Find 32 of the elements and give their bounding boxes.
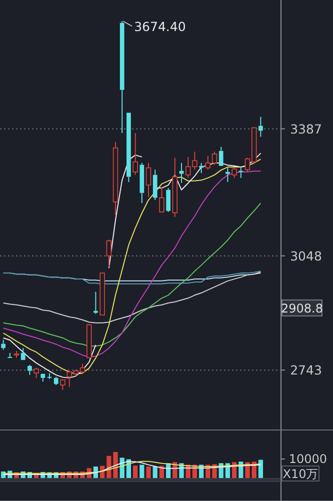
y-tick-label: 3048 bbox=[290, 248, 322, 264]
bar bbox=[140, 464, 144, 478]
bar bbox=[113, 452, 118, 478]
candlestick bbox=[112, 141, 118, 216]
candlestick bbox=[106, 239, 112, 268]
line-series bbox=[2, 202, 262, 347]
candlestick bbox=[28, 364, 32, 376]
candlestick bbox=[172, 157, 178, 218]
candlestick bbox=[199, 162, 204, 174]
candlestick bbox=[54, 376, 58, 386]
candlestick bbox=[226, 167, 230, 183]
candlestick bbox=[146, 162, 152, 198]
candlestick bbox=[1, 339, 6, 350]
candlestick bbox=[166, 188, 170, 213]
bar bbox=[132, 466, 138, 478]
line-series bbox=[2, 270, 262, 284]
y-axis-title: X10万 bbox=[282, 467, 318, 481]
bar bbox=[152, 466, 158, 478]
annotation: 3674.40 bbox=[134, 19, 186, 34]
candlestick bbox=[140, 162, 144, 204]
y-tick-label: 2743 bbox=[290, 362, 322, 378]
bar bbox=[258, 460, 264, 478]
bar bbox=[146, 466, 151, 478]
text: 2908.8 bbox=[281, 301, 323, 316]
line-series bbox=[2, 271, 262, 324]
candlestick bbox=[238, 167, 244, 178]
candlestick bbox=[94, 291, 98, 314]
candlestick bbox=[258, 116, 263, 138]
text: 10000 bbox=[288, 452, 327, 466]
candlestick bbox=[179, 162, 184, 184]
y-tick-label: 3387 bbox=[290, 121, 322, 136]
candlestick bbox=[120, 20, 124, 134]
